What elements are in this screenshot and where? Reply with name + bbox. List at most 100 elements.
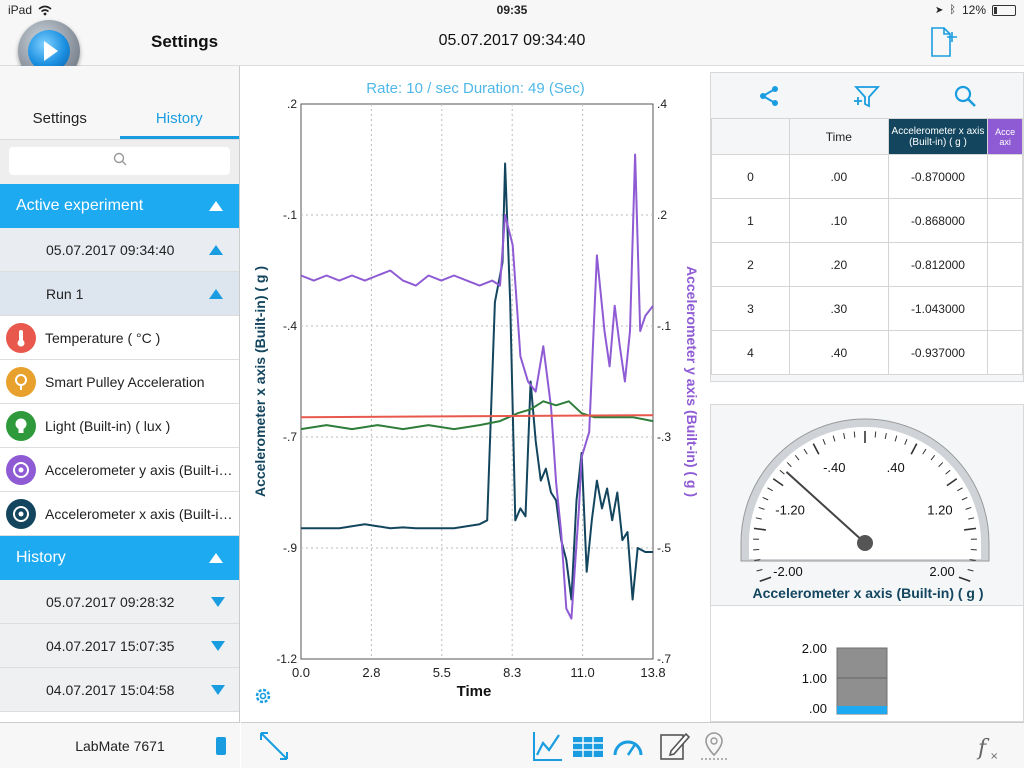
gauge-tick <box>968 517 975 520</box>
header-accel-y[interactable]: Acce axi <box>987 118 1023 155</box>
gauge-meter: -2.00 -1.20 -.40 .40 1.20 2.00 <box>740 418 990 583</box>
table-view-icon[interactable] <box>571 729 605 763</box>
history-item[interactable]: 04.07.2017 15:04:58 <box>0 668 239 712</box>
section-history[interactable]: History <box>0 536 239 580</box>
gauge-tick <box>958 576 971 583</box>
accelerometer-icon <box>6 454 36 485</box>
gauge-tick <box>957 487 963 492</box>
series-line-3 <box>300 414 654 419</box>
chevron-down-icon <box>211 596 225 607</box>
bar-meter-section: 2.00 1.00 .00 <box>711 605 1023 721</box>
experiment-date: 05.07.2017 09:34:40 <box>46 241 175 258</box>
gauge-tick <box>965 506 972 510</box>
cell-time: .10 <box>788 198 889 243</box>
sensor-label: Accelerometer y axis (Built-in) ( g ) <box>45 461 233 478</box>
y-left-tick-label: .2 <box>287 97 297 111</box>
y-right-tick-label: -.5 <box>657 541 671 555</box>
sensor-item-temperature[interactable]: Temperature ( °C ) <box>0 316 239 360</box>
thermometer-icon <box>6 322 36 353</box>
sensor-item-accel-y[interactable]: Accelerometer y axis (Built-in) ( g ) <box>0 448 239 492</box>
gauge-tick <box>843 432 846 440</box>
run-row[interactable]: Run 1 <box>0 272 239 316</box>
section-active-experiment[interactable]: Active experiment <box>0 184 239 228</box>
line-chart[interactable]: 0.0 2.8 5.5 8.3 11.0 13.8 .2 -.1 -.4 -.7 -.9 -1.2 .4… <box>241 66 710 722</box>
device-name: iPad <box>8 3 33 17</box>
gauge-tick <box>904 438 908 445</box>
wifi-icon <box>38 5 52 15</box>
table-header-row: Time Accelerometer x axis (Built-in) ( g… <box>711 118 1023 155</box>
gauge-tick <box>755 517 762 520</box>
notes-edit-icon[interactable] <box>657 729 691 763</box>
gauge-tick <box>961 496 968 501</box>
cell-value: -0.868000 <box>887 198 989 243</box>
cell-value: -0.812000 <box>887 242 989 287</box>
tab-history[interactable]: History <box>119 96 239 139</box>
function-icon[interactable]: f × <box>974 729 1008 763</box>
graph-panel[interactable]: Rate: 10 / sec Duration: 49 (Sec) 0.0 2.8… <box>241 66 710 722</box>
expand-icon[interactable] <box>257 729 291 763</box>
x-axis-label: Time <box>457 683 492 700</box>
y-right-tick-label: -.3 <box>657 430 671 444</box>
share-icon[interactable] <box>757 84 781 108</box>
gauge-tick <box>832 435 836 442</box>
gauge-view-icon[interactable] <box>611 729 645 763</box>
x-tick-label: 2.8 <box>362 665 380 680</box>
y-left-tick-label: -1.2 <box>276 652 297 666</box>
top-bar: Settings 05.07.2017 09:34:40 <box>0 20 1024 82</box>
chart-title: Rate: 10 / sec Duration: 49 (Sec) <box>366 80 585 97</box>
y-right-axis-label: Accelerometer y axis (Built-in) ( g ) <box>684 266 700 497</box>
gauge-tick <box>884 432 887 440</box>
gear-icon[interactable] <box>253 686 273 706</box>
cell-empty <box>987 286 1023 331</box>
header-accel-x[interactable]: Accelerometer x axis (Built-in) ( g ) <box>887 118 989 155</box>
gauge-tick <box>938 462 944 468</box>
new-document-icon[interactable] <box>928 26 958 58</box>
location-pin-icon[interactable] <box>697 729 731 763</box>
table-row: 1 .10 -0.868000 <box>711 198 1023 243</box>
gauge-tick <box>759 576 772 583</box>
gauge-tick <box>874 431 877 438</box>
gauge-tick <box>945 469 951 475</box>
header-time[interactable]: Time <box>788 118 889 155</box>
chevron-up-icon <box>209 244 223 255</box>
gauge-needle <box>785 471 866 544</box>
battery-level-icon <box>216 737 226 755</box>
experiment-row[interactable]: 05.07.2017 09:34:40 <box>0 228 239 272</box>
table-row: 0 .00 -0.870000 <box>711 154 1023 199</box>
accelerometer-icon <box>6 498 36 529</box>
line-graph-icon[interactable] <box>531 729 565 763</box>
sensor-label: Light (Built-in) ( lux ) <box>45 417 171 434</box>
filter-add-icon[interactable] <box>852 83 882 109</box>
table-toolbar <box>711 73 1023 118</box>
sensor-item-light[interactable]: Light (Built-in) ( lux ) <box>0 404 239 448</box>
tab-settings[interactable]: Settings <box>32 110 87 127</box>
gauge-face <box>749 427 981 559</box>
section-label: History <box>16 549 66 566</box>
data-table: Time Accelerometer x axis (Built-in) ( g… <box>711 118 1023 375</box>
cell-time: .40 <box>788 330 889 375</box>
history-item[interactable]: 04.07.2017 15:07:35 <box>0 624 239 668</box>
cell-index: 2 <box>711 242 790 287</box>
gauge-tick <box>767 487 773 492</box>
search-icon <box>113 152 126 166</box>
cell-index: 3 <box>711 286 790 331</box>
gauge-tick <box>758 506 765 510</box>
search-icon[interactable] <box>953 84 977 108</box>
bottom-toolbar: f × <box>241 722 1024 768</box>
gauge-tick <box>969 559 976 562</box>
bluetooth-icon: ᛒ <box>949 4 956 16</box>
history-date: 04.07.2017 15:07:35 <box>46 637 175 654</box>
sensor-item-smart-pulley[interactable]: Smart Pulley Acceleration <box>0 360 239 404</box>
gauge-label: -2.00 <box>773 564 803 579</box>
gauge-label: 1.20 <box>927 503 952 518</box>
search-input[interactable] <box>9 147 230 175</box>
x-tick-label: 8.3 <box>503 665 521 680</box>
y-right-tick-label: .4 <box>657 97 667 111</box>
device-footer: LabMate 7671 <box>0 722 240 768</box>
sensor-item-accel-x[interactable]: Accelerometer x axis (Built-in) ( g ) <box>0 492 239 536</box>
pulley-icon <box>6 366 36 397</box>
cell-index: 4 <box>711 330 790 375</box>
header-index <box>711 118 790 155</box>
cell-value: -0.937000 <box>887 330 989 375</box>
history-item[interactable]: 05.07.2017 09:28:32 <box>0 580 239 624</box>
